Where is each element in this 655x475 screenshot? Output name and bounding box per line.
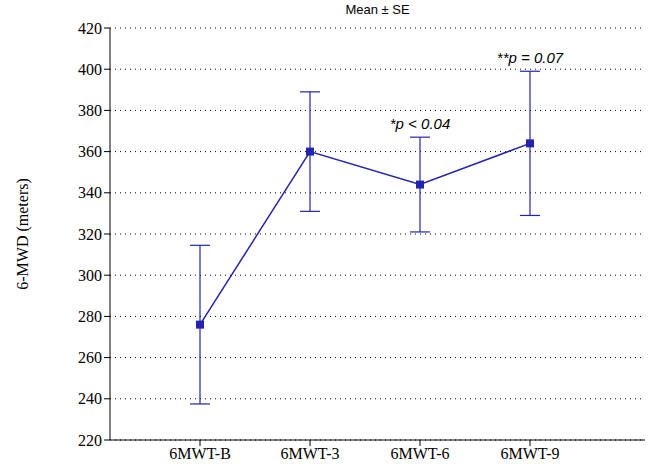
svg-text:220: 220 (78, 432, 102, 449)
svg-text:6MWT-9: 6MWT-9 (501, 445, 560, 462)
svg-text:380: 380 (78, 102, 102, 119)
svg-text:**p = 0.07: **p = 0.07 (497, 49, 564, 66)
svg-text:6MWT-3: 6MWT-3 (281, 445, 340, 462)
svg-text:420: 420 (78, 20, 102, 37)
svg-text:240: 240 (78, 390, 102, 407)
svg-text:6MWT-B: 6MWT-B (169, 445, 231, 462)
svg-text:400: 400 (78, 61, 102, 78)
svg-text:360: 360 (78, 143, 102, 160)
svg-text:6MWT-6: 6MWT-6 (391, 445, 450, 462)
svg-text:340: 340 (78, 184, 102, 201)
svg-text:6-MWD (meters): 6-MWD (meters) (14, 178, 32, 290)
svg-text:260: 260 (78, 349, 102, 366)
html-text:Mean ± SE: Mean ± SE (345, 2, 410, 17)
svg-text:*p < 0.04: *p < 0.04 (390, 115, 450, 132)
svg-text:280: 280 (78, 308, 102, 325)
svg-text:320: 320 (78, 226, 102, 243)
svg-text:300: 300 (78, 267, 102, 284)
